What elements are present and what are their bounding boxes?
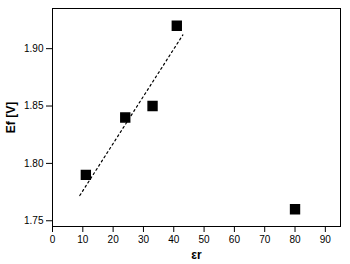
svg-text:40: 40	[168, 234, 180, 245]
svg-text:60: 60	[229, 234, 241, 245]
svg-text:30: 30	[138, 234, 150, 245]
svg-text:10: 10	[77, 234, 89, 245]
svg-text:1.80: 1.80	[24, 158, 44, 169]
svg-text:90: 90	[320, 234, 332, 245]
svg-text:50: 50	[199, 234, 211, 245]
svg-text:1.90: 1.90	[24, 43, 44, 54]
svg-text:70: 70	[259, 234, 271, 245]
svg-text:εr: εr	[191, 248, 202, 262]
svg-text:1.85: 1.85	[24, 100, 44, 111]
svg-text:1.75: 1.75	[24, 215, 44, 226]
svg-text:20: 20	[108, 234, 120, 245]
svg-text:Ef [V]: Ef [V]	[4, 102, 18, 133]
svg-text:80: 80	[289, 234, 301, 245]
svg-text:0: 0	[50, 234, 56, 245]
